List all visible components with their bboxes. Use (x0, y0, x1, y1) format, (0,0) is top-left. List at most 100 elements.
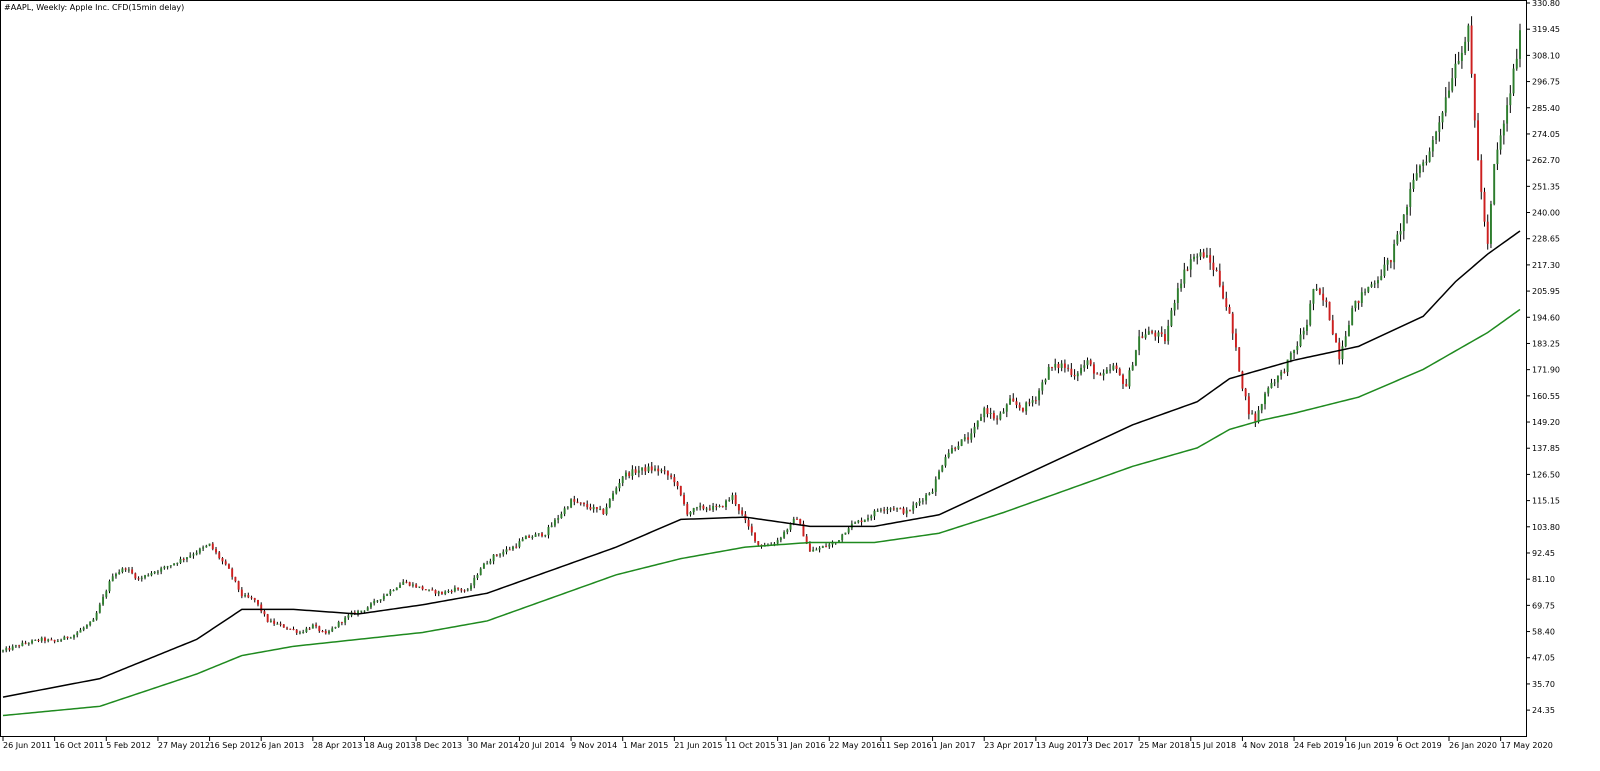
candle-body-bull (5, 648, 8, 651)
candle-body-bear (137, 578, 140, 580)
candle-body-bear (295, 629, 298, 633)
candle-body-bull (160, 568, 163, 572)
candle-body-bear (1028, 402, 1031, 404)
candle-body-bull (1276, 375, 1279, 383)
candle-body-bull (615, 488, 618, 494)
candle-body-bull (831, 542, 834, 545)
x-tick-label: 13 Aug 2017 (1036, 741, 1087, 750)
candle-body-bear (683, 495, 686, 505)
candle-body-bear (1480, 160, 1483, 192)
candle-body-bull (1415, 173, 1418, 180)
candle-body-bull (60, 639, 63, 641)
candle-body-bull (550, 525, 553, 528)
candle-body-bear (1067, 367, 1070, 369)
candle-body-bull (169, 565, 172, 567)
candle-body-bull (557, 518, 560, 520)
candle-body-bull (153, 571, 156, 574)
candle-body-bull (1438, 122, 1441, 132)
candle-body-bear (405, 581, 408, 583)
candle-body-bear (340, 622, 343, 624)
candle-body-bull (1489, 204, 1492, 244)
candle-body-bull (980, 417, 982, 421)
candle-body-bull (844, 532, 847, 535)
candle-body-bear (273, 620, 276, 624)
candle-body-bull (863, 519, 866, 523)
candle-body-bull (1080, 367, 1083, 374)
candle-body-bull (1199, 252, 1202, 257)
candle-body-bull (34, 639, 37, 641)
candle-body-bear (324, 631, 327, 634)
candle-body-bull (1364, 291, 1367, 293)
candle-body-bull (337, 622, 340, 627)
candle-body-bear (50, 639, 53, 641)
candle-body-bull (879, 509, 882, 511)
candle-body-bull (95, 612, 98, 620)
candle-body-bear (134, 573, 137, 579)
candle-body-bear (808, 543, 811, 552)
candle-body-bull (786, 529, 789, 533)
x-tick-label: 25 Mar 2018 (1139, 741, 1190, 750)
candle-body-bull (1370, 284, 1373, 287)
candle-body-bear (215, 549, 217, 553)
candle-body-bull (1425, 161, 1428, 163)
candle-body-bull (302, 632, 305, 634)
candle-body-bear (321, 631, 324, 633)
candle-body-bull (1009, 398, 1011, 405)
y-tick-label: 47.05 (1532, 654, 1555, 663)
y-axis: 24.35 35.70 47.05 58.40 69.75 81.10 92.45 103.8… (1526, 0, 1560, 715)
chart-title: #AAPL, Weekly: Apple Inc. CFD(15min dela… (4, 3, 184, 12)
candle-body-bear (528, 535, 531, 538)
candle-body-bear (825, 546, 828, 548)
candle-body-bear (1477, 120, 1480, 161)
candle-body-bear (628, 472, 631, 477)
y-tick-label: 274.05 (1532, 130, 1560, 139)
candle-body-bear (1018, 404, 1021, 408)
candle-body-bull (360, 610, 363, 612)
y-tick-label: 103.80 (1532, 523, 1560, 532)
candle-body-bull (815, 549, 818, 551)
candle-body-bull (447, 591, 450, 593)
candle-body-bull (1506, 105, 1509, 124)
candle-body-bear (715, 505, 718, 507)
candle-body-bull (1354, 300, 1357, 309)
candle-body-bull (1147, 331, 1150, 335)
candle-body-bull (518, 541, 521, 547)
candle-body-bull (147, 575, 150, 577)
candle-body-bull (47, 639, 50, 641)
candle-body-bear (289, 628, 292, 630)
x-tick-label: 16 Oct 2011 (55, 741, 104, 750)
y-tick-label: 262.70 (1532, 156, 1560, 165)
candle-body-bull (482, 563, 485, 569)
candle-body-bull (202, 547, 205, 549)
candle-body-bear (734, 495, 737, 505)
candle-body-bear (282, 624, 285, 628)
candle-body-bear (650, 466, 653, 471)
candle-body-bear (1486, 221, 1489, 244)
candle-body-bear (415, 584, 418, 588)
candle-body-bear (224, 561, 227, 565)
x-tick-label: 26 Jun 2011 (3, 741, 51, 750)
candle-body-bull (621, 476, 624, 484)
candle-body-bull (179, 558, 182, 563)
candle-body-bull (1373, 283, 1376, 285)
y-tick-label: 126.50 (1532, 470, 1560, 479)
candle-body-bull (492, 554, 495, 562)
candle-body-bear (124, 568, 127, 570)
candle-body-bull (989, 412, 992, 414)
candle-body-bull (363, 610, 366, 612)
candle-body-bear (1231, 313, 1234, 334)
y-tick-label: 24.35 (1532, 706, 1555, 715)
candle-body-bear (495, 554, 498, 556)
candle-body-bull (195, 552, 198, 555)
candle-body-bear (602, 508, 605, 515)
candle-body-bear (131, 569, 134, 574)
x-tick-label: 11 Oct 2015 (726, 741, 775, 750)
candle-body-bull (118, 572, 121, 575)
candle-body-bull (983, 408, 986, 418)
candle-body-bull (1264, 393, 1266, 405)
candle-body-bull (544, 535, 547, 537)
candle-body-bear (263, 611, 266, 615)
candle-body-bull (905, 510, 908, 514)
candle-body-bear (1115, 365, 1118, 370)
candle-body-bull (389, 590, 392, 595)
